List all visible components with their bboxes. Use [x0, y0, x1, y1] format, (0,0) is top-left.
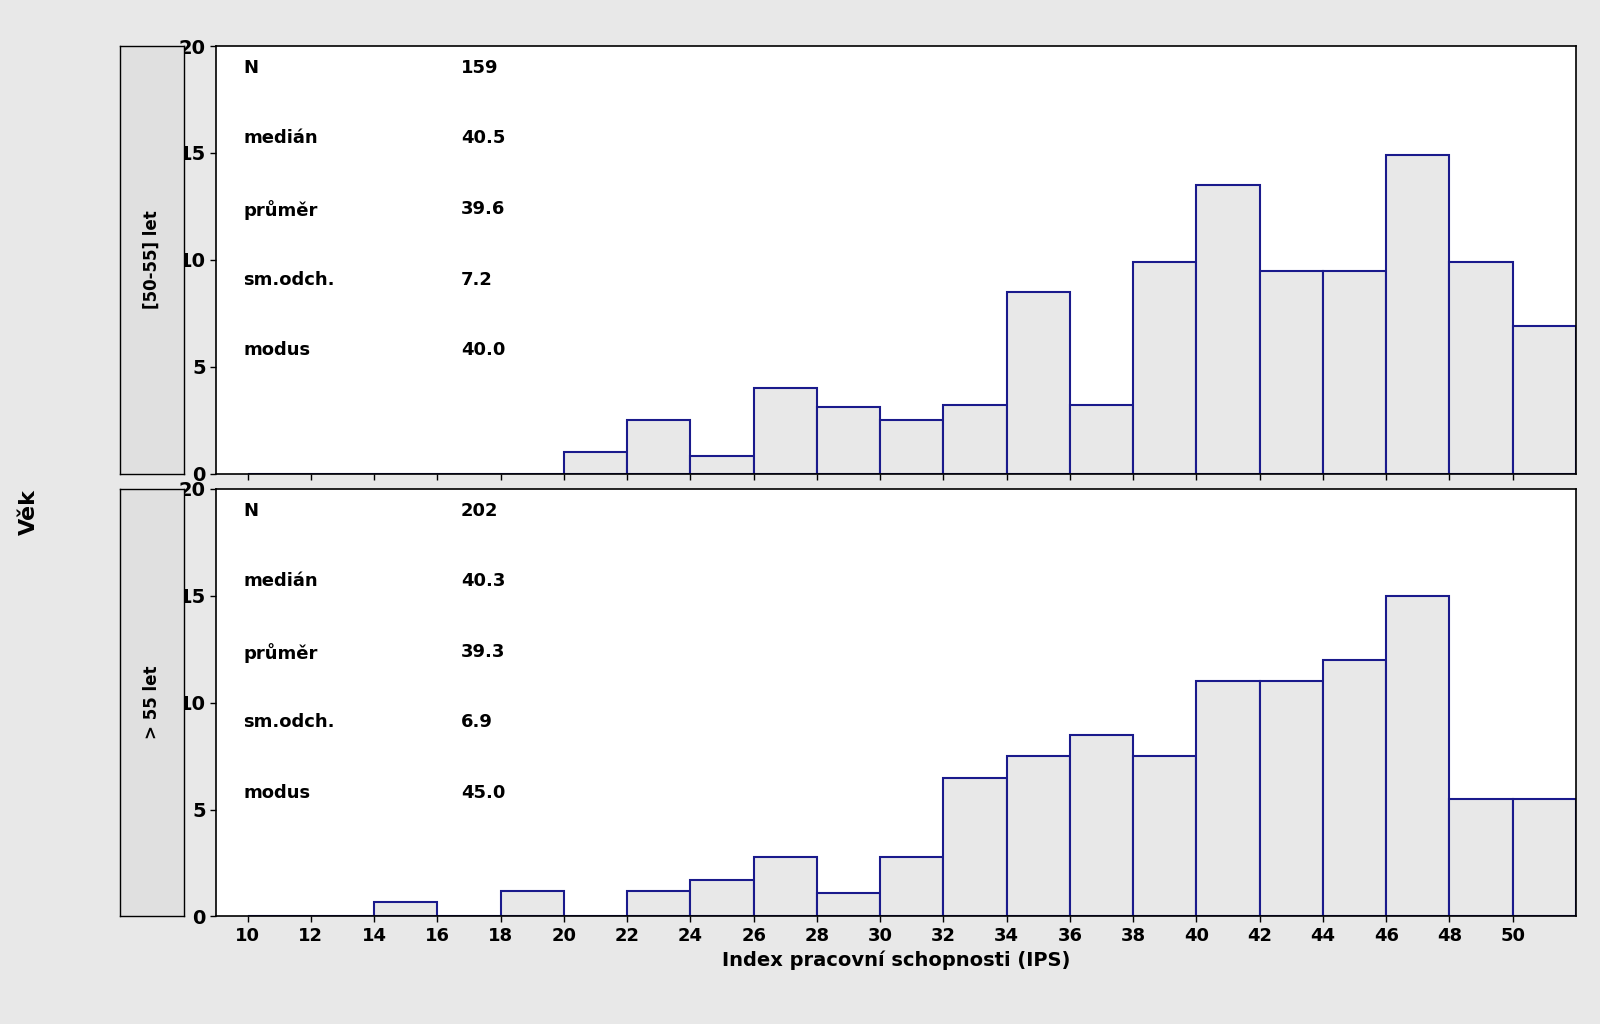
Text: sm.odch.: sm.odch. — [243, 270, 334, 289]
Bar — [1323, 270, 1386, 473]
Bar — [1450, 799, 1512, 916]
Bar — [1197, 185, 1259, 473]
Text: medián: medián — [243, 129, 318, 147]
Bar — [1006, 756, 1070, 916]
Bar — [627, 420, 691, 473]
Bar — [691, 457, 754, 473]
Bar — [1006, 292, 1070, 473]
Text: modus: modus — [243, 341, 310, 359]
Bar — [627, 891, 691, 916]
Y-axis label: %: % — [155, 684, 174, 702]
Text: modus: modus — [243, 784, 310, 802]
Text: 202: 202 — [461, 502, 498, 520]
Bar — [944, 406, 1006, 473]
Text: Věk: Věk — [19, 489, 38, 535]
Text: [50-55] let: [50-55] let — [142, 211, 162, 309]
Bar — [563, 453, 627, 473]
Bar — [818, 893, 880, 916]
Bar — [1133, 756, 1197, 916]
Bar — [1070, 406, 1133, 473]
Bar — [1259, 270, 1323, 473]
Bar — [501, 891, 563, 916]
Text: 40.0: 40.0 — [461, 341, 506, 359]
Bar — [1259, 681, 1323, 916]
Bar — [818, 408, 880, 473]
Text: 40.5: 40.5 — [461, 129, 506, 147]
Text: 45.0: 45.0 — [461, 784, 506, 802]
Bar — [1512, 799, 1576, 916]
Text: 6.9: 6.9 — [461, 714, 493, 731]
Bar — [754, 388, 818, 473]
Text: průměr: průměr — [243, 200, 317, 220]
Text: N: N — [243, 59, 258, 77]
Bar — [1197, 681, 1259, 916]
Text: průměr: průměr — [243, 643, 317, 663]
Text: sm.odch.: sm.odch. — [243, 714, 334, 731]
Bar — [880, 420, 944, 473]
Bar — [691, 881, 754, 916]
Bar — [880, 857, 944, 916]
Y-axis label: %: % — [155, 241, 174, 260]
Bar — [1512, 326, 1576, 473]
Text: > 55 let: > 55 let — [142, 666, 162, 739]
Bar — [1450, 262, 1512, 473]
Bar — [1386, 155, 1450, 473]
Text: 39.6: 39.6 — [461, 200, 506, 218]
Bar — [1386, 596, 1450, 916]
Text: 159: 159 — [461, 59, 498, 77]
Bar — [374, 901, 437, 916]
Bar — [1323, 659, 1386, 916]
Text: N: N — [243, 502, 258, 520]
Bar — [754, 857, 818, 916]
Bar — [1133, 262, 1197, 473]
Text: 7.2: 7.2 — [461, 270, 493, 289]
Text: 40.3: 40.3 — [461, 572, 506, 590]
Text: 39.3: 39.3 — [461, 643, 506, 660]
Bar — [944, 777, 1006, 916]
X-axis label: Index pracovní schopnosti (IPS): Index pracovní schopnosti (IPS) — [722, 950, 1070, 970]
Text: medián: medián — [243, 572, 318, 590]
Bar — [1070, 735, 1133, 916]
